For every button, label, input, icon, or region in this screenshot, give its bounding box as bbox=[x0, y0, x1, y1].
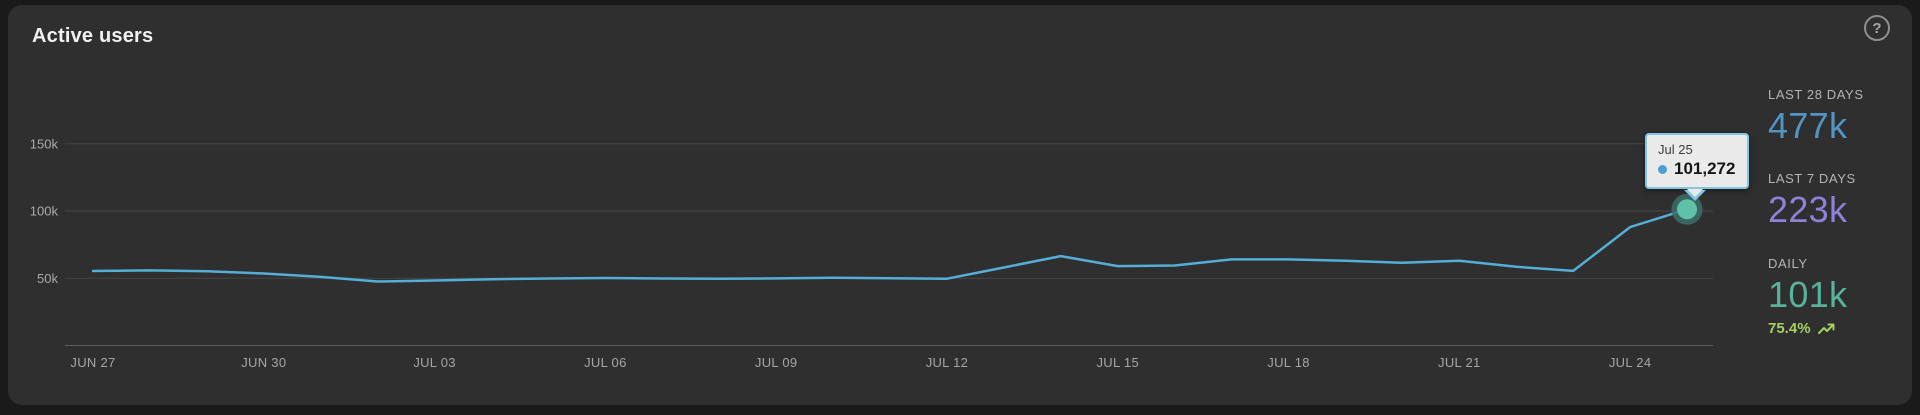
svg-text:150k: 150k bbox=[30, 136, 59, 151]
stat-last-7-days[interactable]: LAST 7 DAYS 223k bbox=[1768, 171, 1918, 230]
tooltip-value: 101,272 bbox=[1674, 159, 1736, 178]
svg-text:JUL 15: JUL 15 bbox=[1096, 355, 1139, 370]
help-icon-glyph: ? bbox=[1872, 19, 1882, 37]
svg-text:JUL 06: JUL 06 bbox=[584, 355, 627, 370]
stat-value: 477k bbox=[1768, 105, 1848, 146]
stat-value: 101k bbox=[1768, 273, 1848, 315]
card-title: Active users bbox=[32, 25, 154, 47]
chart-tooltip: Jul 25 101,272 bbox=[1645, 133, 1750, 189]
stat-growth: 75.4% bbox=[1768, 320, 1918, 337]
svg-text:JUL 24: JUL 24 bbox=[1609, 355, 1652, 370]
active-users-line-chart[interactable]: 50k 100k 150k JUN 27 JUN 30 JUL 03 JUL 06 JUL 0… bbox=[8, 5, 1748, 415]
svg-text:JUN 27: JUN 27 bbox=[70, 355, 115, 370]
stat-label: LAST 28 DAYS bbox=[1768, 87, 1864, 102]
stat-last-28-days[interactable]: LAST 28 DAYS 477k bbox=[1768, 87, 1918, 146]
svg-text:JUL 12: JUL 12 bbox=[926, 355, 969, 370]
svg-text:JUN 30: JUN 30 bbox=[241, 355, 286, 370]
svg-text:JUL 18: JUL 18 bbox=[1267, 355, 1310, 370]
svg-text:JUL 21: JUL 21 bbox=[1438, 355, 1481, 370]
tooltip-date: Jul 25 bbox=[1658, 142, 1693, 157]
svg-text:50k: 50k bbox=[37, 271, 58, 286]
stat-label: LAST 7 DAYS bbox=[1768, 171, 1856, 187]
series-dot-icon bbox=[1658, 164, 1667, 174]
stats-column: LAST 28 DAYS 477k LAST 7 DAYS 223k DAILY… bbox=[1768, 87, 1918, 362]
svg-text:JUL 09: JUL 09 bbox=[755, 355, 798, 370]
active-users-card: Active users ? 50k 100k 150k JUN 27 JUN 30 JU… bbox=[8, 5, 1912, 405]
trending-up-icon bbox=[1817, 323, 1835, 334]
growth-percent: 75.4% bbox=[1768, 320, 1811, 338]
stat-value: 223k bbox=[1768, 189, 1848, 231]
stat-daily[interactable]: DAILY 101k 75.4% bbox=[1768, 256, 1918, 337]
svg-text:JUL 03: JUL 03 bbox=[413, 355, 456, 370]
help-icon[interactable]: ? bbox=[1864, 15, 1890, 41]
stat-label: DAILY bbox=[1768, 255, 1808, 271]
svg-text:100k: 100k bbox=[30, 204, 59, 219]
